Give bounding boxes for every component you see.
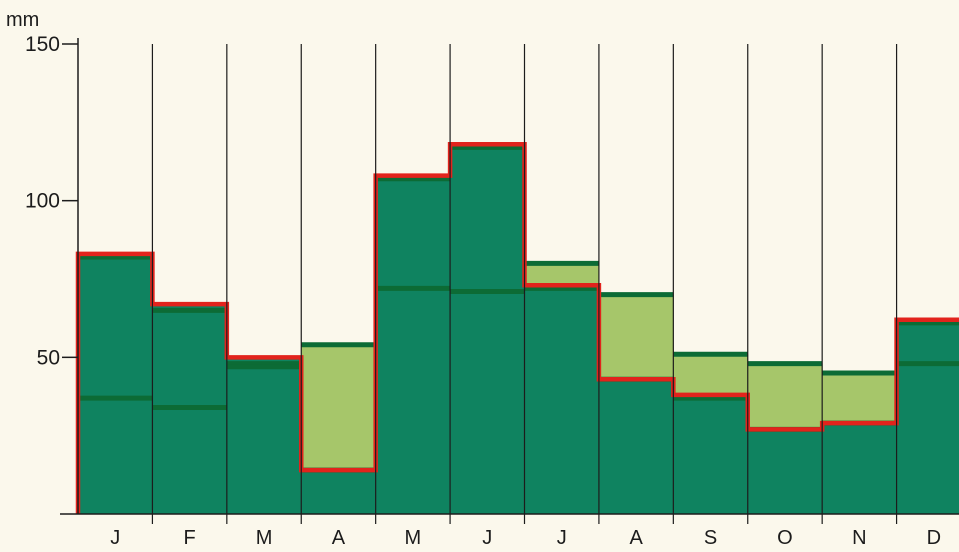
light-band xyxy=(747,363,823,430)
x-tick-label: M xyxy=(405,527,422,549)
dark-bar xyxy=(152,310,228,514)
x-tick-label: O xyxy=(777,527,793,549)
y-tick-label: 150 xyxy=(25,33,60,56)
y-tick-label: 100 xyxy=(25,190,60,213)
x-tick-label: D xyxy=(927,527,941,549)
y-tick-labels: 50 100 150 xyxy=(25,33,78,369)
x-tick-label: F xyxy=(184,527,196,549)
dark-bar xyxy=(524,285,600,514)
light-band xyxy=(301,344,377,471)
x-tick-label: J xyxy=(557,527,567,549)
dark-bar xyxy=(450,147,525,514)
light-band xyxy=(598,294,674,380)
axes: mm xyxy=(6,9,959,515)
dark-bar xyxy=(78,257,153,514)
x-tick-label: J xyxy=(482,527,492,549)
x-tick-label: J xyxy=(110,527,120,549)
dark-band xyxy=(226,357,302,364)
x-tick-label: S xyxy=(704,527,717,549)
x-tick-label: A xyxy=(332,527,346,549)
y-axis-label: mm xyxy=(6,9,39,31)
light-band xyxy=(673,354,749,395)
dark-bar xyxy=(226,363,302,514)
bar-fills xyxy=(78,144,959,514)
dark-bar xyxy=(598,379,674,514)
dark-bar xyxy=(673,394,749,514)
light-band xyxy=(822,373,898,424)
x-tick-label: A xyxy=(629,527,643,549)
x-tick-label: M xyxy=(256,527,273,549)
x-tick-label: N xyxy=(852,527,866,549)
dark-band xyxy=(152,304,228,311)
dark-bar xyxy=(301,470,377,514)
dark-bar xyxy=(375,178,451,514)
dark-bar xyxy=(896,322,959,514)
y-tick-label: 50 xyxy=(37,346,60,369)
month-gridlines xyxy=(151,44,898,524)
light-band xyxy=(524,263,600,286)
dark-bar xyxy=(747,429,823,514)
dark-bar xyxy=(822,423,898,514)
